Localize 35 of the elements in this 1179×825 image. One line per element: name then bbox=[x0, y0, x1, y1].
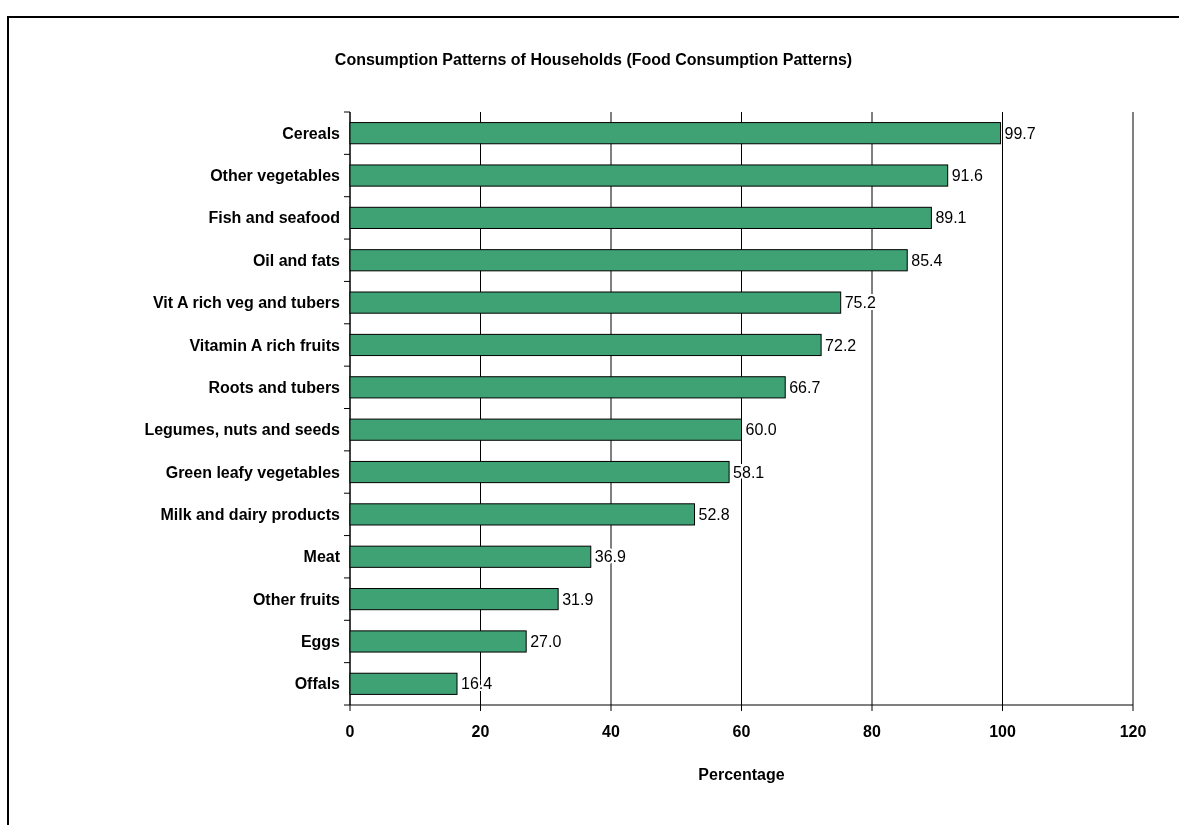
y-tick-label: Vitamin A rich fruits bbox=[189, 336, 341, 354]
x-tick-label: 120 bbox=[1119, 723, 1147, 740]
data-label: 52.8 bbox=[698, 505, 730, 523]
data-label: 66.7 bbox=[789, 378, 821, 396]
y-tick-label: Other vegetables bbox=[210, 167, 341, 185]
x-axis-title: Percentage bbox=[698, 766, 785, 783]
data-label: 99.7 bbox=[1004, 124, 1036, 142]
y-tick-label: Other fruits bbox=[252, 590, 341, 608]
data-label: 31.9 bbox=[562, 590, 594, 608]
data-label: 27.0 bbox=[530, 633, 562, 651]
y-tick-label: Milk and dairy products bbox=[160, 505, 341, 523]
y-tick-label: Green leafy vegetables bbox=[165, 463, 341, 481]
x-tick-label: 0 bbox=[345, 723, 355, 740]
data-label: 60.0 bbox=[745, 421, 777, 439]
data-label: 91.6 bbox=[951, 167, 983, 185]
x-tick-label: 60 bbox=[732, 723, 751, 740]
x-tick-label: 100 bbox=[989, 723, 1016, 740]
x-tick-label: 20 bbox=[471, 723, 490, 740]
y-tick-label: Roots and tubers bbox=[208, 378, 341, 396]
data-label: 85.4 bbox=[911, 251, 943, 269]
y-tick-label: Eggs bbox=[300, 633, 341, 651]
chart-title: Consumption Patterns of Households (Food Consumption Patterns) bbox=[334, 51, 853, 68]
y-tick-label: Oil and fats bbox=[252, 251, 341, 269]
data-label: 75.2 bbox=[844, 294, 876, 312]
y-tick-label: Legumes, nuts and seeds bbox=[144, 421, 341, 439]
y-tick-label: Offals bbox=[294, 675, 341, 693]
data-label: 72.2 bbox=[825, 336, 857, 354]
x-tick-label: 40 bbox=[602, 723, 620, 740]
x-tick-label: 80 bbox=[863, 723, 881, 740]
y-tick-label: Meat bbox=[303, 548, 341, 566]
y-tick-label: Fish and seafood bbox=[208, 209, 340, 227]
data-label: 36.9 bbox=[594, 548, 627, 566]
y-tick-label: Cereals bbox=[282, 124, 341, 142]
data-label: 89.1 bbox=[935, 209, 967, 227]
y-tick-label: Vit A rich veg and tubers bbox=[152, 294, 341, 312]
